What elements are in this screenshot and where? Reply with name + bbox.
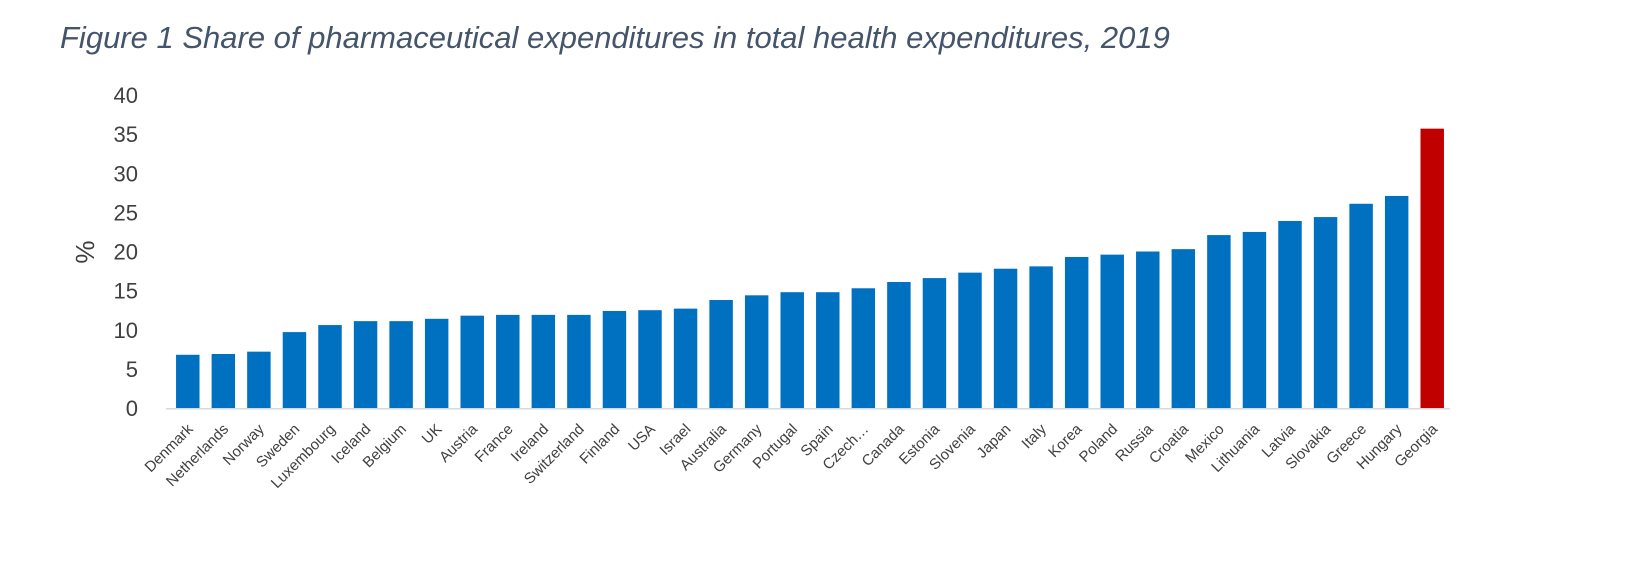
y-tick-label: 25 bbox=[114, 200, 138, 225]
x-axis: DenmarkNetherlandsNorwaySwedenLuxembourg… bbox=[142, 420, 1442, 491]
x-tick-label: Finland bbox=[576, 421, 623, 468]
x-tick-label: Austria bbox=[436, 420, 481, 465]
bar-austria bbox=[460, 315, 484, 408]
x-tick-label: Poland bbox=[1076, 421, 1121, 466]
x-tick-label: UK bbox=[419, 421, 446, 448]
bar-canada bbox=[887, 282, 911, 408]
y-axis: 0 5 10 15 20 25 30 35 40 bbox=[114, 83, 138, 421]
chart-title: Figure 1 Share of pharmaceutical expendi… bbox=[60, 20, 1170, 55]
bar-italy bbox=[1029, 266, 1053, 408]
bar-russia bbox=[1136, 251, 1160, 408]
bar-croatia bbox=[1171, 249, 1196, 408]
bar-uk bbox=[424, 318, 449, 408]
x-tick-label: USA bbox=[625, 421, 659, 455]
bar-spain bbox=[816, 292, 840, 408]
x-tick-label: Croatia bbox=[1146, 420, 1193, 467]
bar-japan bbox=[993, 268, 1018, 408]
bar-belgium bbox=[389, 321, 413, 408]
y-tick-label: 40 bbox=[114, 83, 138, 108]
bar-slovenia bbox=[958, 272, 982, 408]
y-tick-label: 0 bbox=[126, 396, 138, 421]
bar-germany bbox=[744, 295, 769, 408]
bar-norway bbox=[247, 351, 271, 408]
bar-latvia bbox=[1278, 220, 1302, 408]
bar-lithuania bbox=[1242, 231, 1267, 408]
bar-france bbox=[496, 314, 520, 408]
bar-israel bbox=[673, 308, 698, 408]
y-tick-label: 15 bbox=[114, 279, 138, 304]
bar-korea bbox=[1064, 256, 1089, 408]
bar-ireland bbox=[531, 314, 556, 408]
bar-poland bbox=[1100, 254, 1124, 408]
bar-sweden bbox=[282, 332, 307, 408]
bar-georgia bbox=[1420, 128, 1444, 408]
bar-australia bbox=[709, 300, 733, 408]
y-axis-label: % bbox=[70, 240, 100, 263]
bars bbox=[176, 128, 1444, 408]
bar-mexico bbox=[1207, 235, 1231, 408]
bar-slovakia bbox=[1313, 217, 1338, 408]
bar-iceland bbox=[353, 321, 378, 408]
x-tick-label: Japan bbox=[973, 421, 1014, 462]
x-tick-label: France bbox=[472, 421, 517, 466]
bar-portugal bbox=[780, 292, 804, 408]
bar-hungary bbox=[1384, 195, 1409, 408]
bar-finland bbox=[602, 310, 627, 408]
y-tick-label: 20 bbox=[114, 240, 138, 265]
bar-luxembourg bbox=[318, 325, 342, 408]
bar-denmark bbox=[176, 354, 200, 408]
y-tick-label: 30 bbox=[114, 161, 138, 186]
bar-netherlands bbox=[211, 354, 236, 408]
bar-estonia bbox=[922, 278, 947, 408]
y-tick-label: 5 bbox=[126, 357, 138, 382]
bar-greece bbox=[1349, 203, 1373, 408]
y-tick-label: 10 bbox=[114, 318, 138, 343]
bar-czech bbox=[851, 288, 876, 408]
bar-switzerland bbox=[567, 314, 591, 408]
bar-usa bbox=[638, 310, 662, 408]
y-tick-label: 35 bbox=[114, 122, 138, 147]
